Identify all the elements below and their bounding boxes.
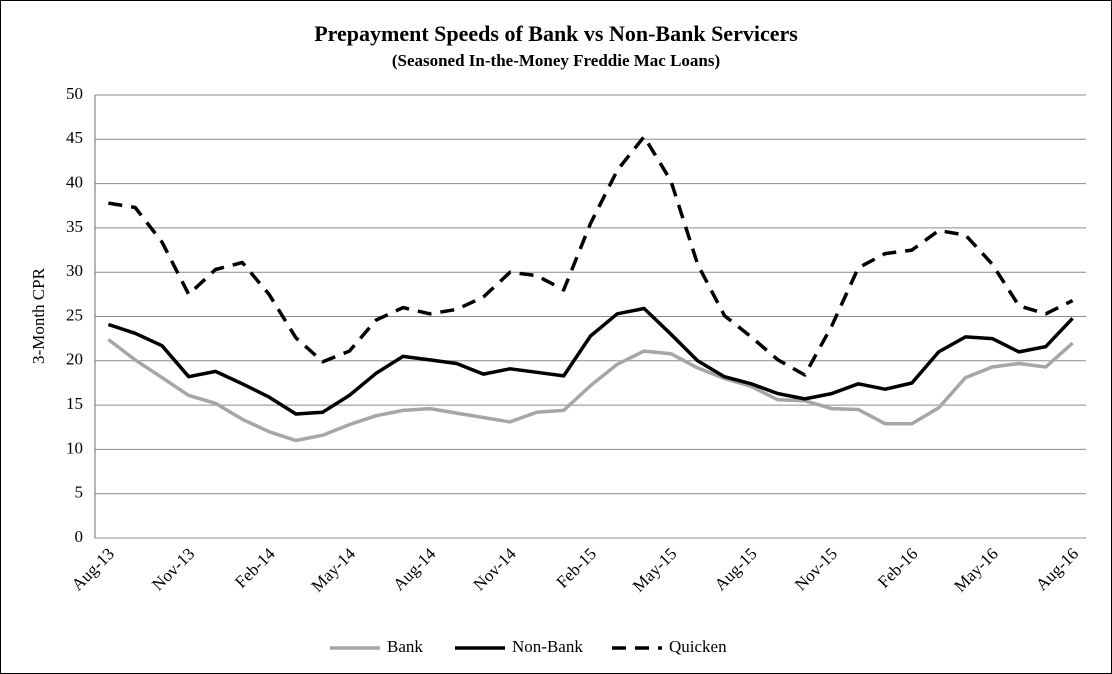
- y-tick-label: 5: [75, 483, 84, 502]
- y-tick-label: 30: [66, 261, 83, 280]
- chart-title: Prepayment Speeds of Bank vs Non-Bank Se…: [314, 21, 798, 46]
- y-tick-label: 0: [75, 527, 84, 546]
- series-line: [107, 338, 1074, 443]
- y-tick-label: 45: [66, 128, 83, 147]
- y-tick-label: 20: [66, 350, 83, 369]
- y-tick-label: 35: [66, 217, 83, 236]
- y-tick-label: 15: [66, 394, 83, 413]
- y-tick-label: 40: [66, 173, 83, 192]
- y-tick-label: 25: [66, 305, 83, 324]
- series-line: [107, 306, 1074, 416]
- legend-label: Quicken: [669, 637, 727, 656]
- series-line: [108, 134, 1074, 377]
- y-axis-label: 3-Month CPR: [29, 267, 48, 364]
- y-tick-label: 50: [66, 84, 83, 103]
- y-tick-label: 10: [66, 438, 83, 457]
- chart-subtitle: (Seasoned In-the-Money Freddie Mac Loans…: [392, 51, 720, 70]
- legend-label: Non-Bank: [512, 637, 583, 656]
- legend-label: Bank: [387, 637, 423, 656]
